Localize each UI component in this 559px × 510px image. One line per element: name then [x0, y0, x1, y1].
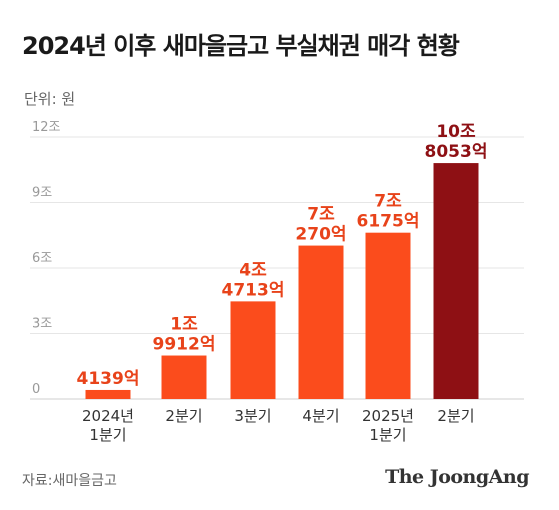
y-tick-label: 6조 [32, 251, 52, 266]
brand-logo: The JoongAng [385, 466, 529, 488]
data-label: 1조 [170, 315, 198, 335]
data-label: 6175억 [357, 212, 420, 232]
bar [433, 163, 479, 399]
x-tick-label: 2024년 [82, 407, 134, 425]
bar [230, 301, 276, 399]
chart-title: 2024년 이후 새마을금고 부실채권 매각 현황 [22, 32, 460, 60]
x-tick-label: 2025년 [362, 407, 414, 425]
data-label: 4조 [239, 260, 267, 280]
x-tick-label: 3분기 [234, 407, 271, 425]
unit-label: 단위: 원 [24, 90, 76, 108]
x-tick-label: 4분기 [302, 407, 339, 425]
data-label: 4139억 [77, 369, 140, 389]
x-tick-label: 2분기 [165, 407, 202, 425]
y-tick-label: 0 [32, 382, 40, 397]
y-tick-label: 3조 [32, 317, 52, 332]
source-label: 자료:새마을금고 [22, 473, 117, 489]
data-label: 8053억 [425, 142, 488, 162]
data-label: 10조 [436, 122, 476, 142]
bars [85, 163, 479, 399]
bar [85, 389, 131, 399]
data-label: 270억 [295, 225, 346, 245]
data-label: 7조 [307, 205, 335, 225]
bar [298, 245, 344, 399]
data-label: 9912억 [153, 335, 216, 355]
bar [161, 355, 207, 399]
bar [365, 232, 411, 399]
y-tick-label: 9조 [32, 186, 52, 201]
data-label: 7조 [374, 192, 402, 212]
data-label: 4713억 [222, 280, 285, 300]
x-tick-label: 1분기 [369, 426, 406, 444]
x-tick-label: 1분기 [89, 426, 126, 444]
x-tick-label: 2분기 [437, 407, 474, 425]
y-axis-ticks: 0 3조 6조 9조 12조 [32, 120, 61, 397]
y-tick-label: 12조 [32, 120, 61, 135]
